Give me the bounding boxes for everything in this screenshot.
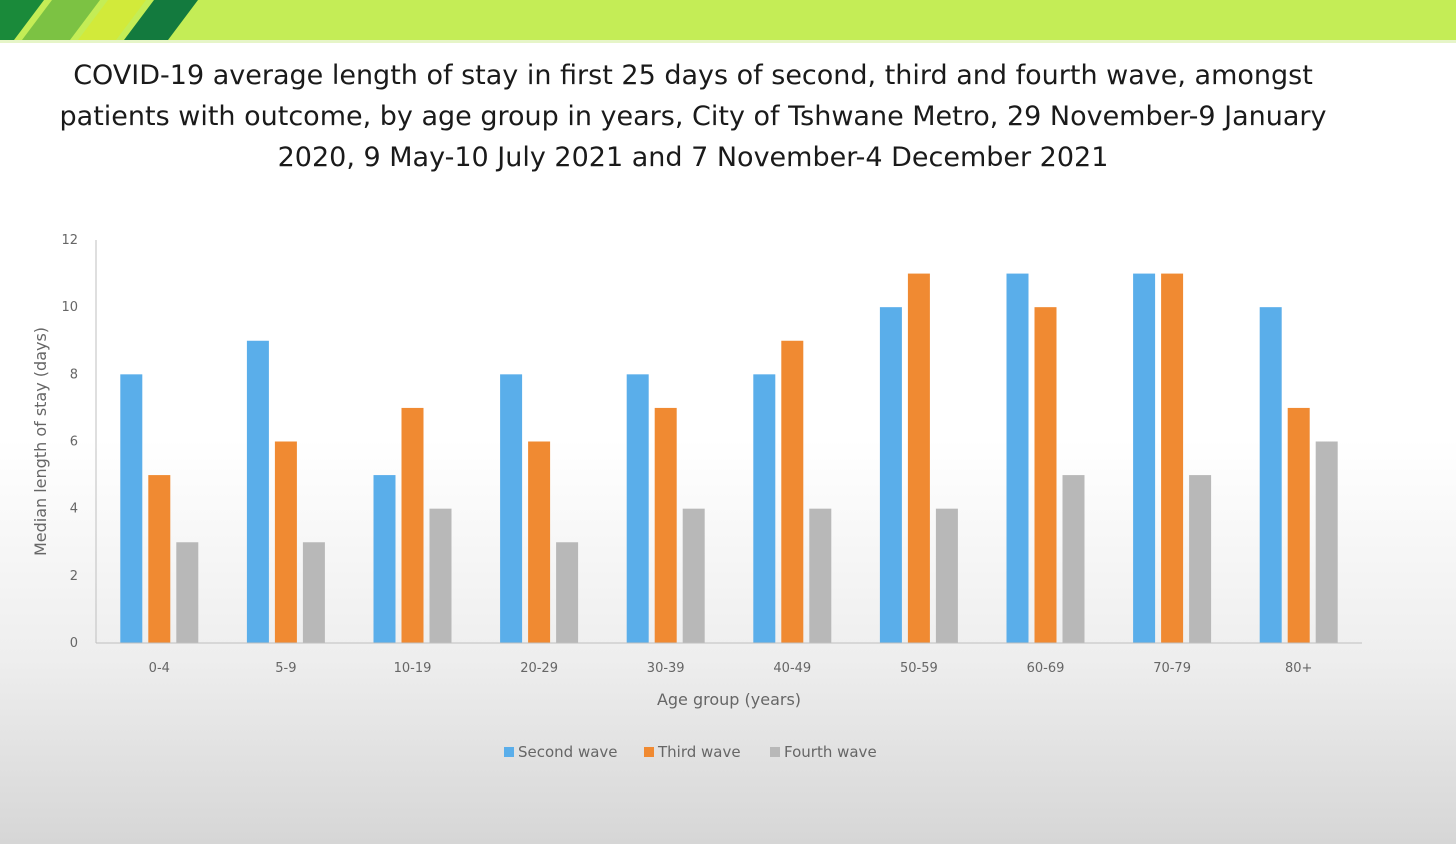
legend-label: Fourth wave (784, 743, 877, 761)
x-tick-label: 60-69 (1027, 661, 1065, 676)
y-tick-label: 2 (70, 569, 78, 584)
banner-slash-3 (78, 0, 146, 40)
header-banner (0, 0, 1456, 43)
bar-third-wave (148, 475, 171, 643)
x-axis-ticks: 0-4 5-9 10-19 20-29 30-39 40-49 50-59 60-69 70-7… (149, 661, 1313, 676)
banner-slash-1 (0, 0, 44, 40)
banner-underline (0, 40, 1456, 43)
bar-fourth-wave (1062, 475, 1085, 643)
y-tick-label: 0 (70, 636, 78, 651)
bar-second-wave (500, 374, 523, 643)
banner-slash-2 (22, 0, 100, 40)
bar-fourth-wave (1315, 441, 1338, 643)
bars-group (120, 273, 1338, 643)
bar-fourth-wave (556, 542, 579, 643)
y-tick-label: 12 (61, 233, 78, 248)
bar-second-wave (626, 374, 649, 643)
bar-third-wave (1161, 273, 1184, 643)
legend-label: Third wave (657, 743, 741, 761)
x-tick-label: 80+ (1285, 661, 1312, 676)
bar-fourth-wave (1189, 475, 1212, 643)
slide-title: COVID-19 average length of stay in first… (59, 60, 1327, 173)
x-tick-label: 30-39 (647, 661, 685, 676)
bar-second-wave (1006, 273, 1029, 643)
bar-second-wave (246, 340, 269, 643)
x-tick-label: 5-9 (275, 661, 296, 676)
bar-fourth-wave (302, 542, 325, 643)
bar-second-wave (879, 307, 902, 643)
bar-fourth-wave (935, 508, 958, 643)
x-axis-title: Age group (years) (657, 690, 801, 709)
bar-fourth-wave (809, 508, 832, 643)
x-tick-label: 50-59 (900, 661, 938, 676)
bar-second-wave (120, 374, 143, 643)
bar-third-wave (274, 441, 297, 643)
bar-fourth-wave (429, 508, 452, 643)
legend-swatch (644, 747, 654, 757)
x-tick-label: 20-29 (520, 661, 558, 676)
bar-third-wave (781, 340, 804, 643)
y-axis-ticks: 0 2 4 6 8 10 12 (61, 233, 78, 651)
bar-third-wave (401, 407, 424, 643)
y-tick-label: 8 (70, 367, 78, 382)
bar-fourth-wave (176, 542, 199, 643)
bar-third-wave (654, 407, 677, 643)
bar-third-wave (1034, 307, 1057, 643)
banner-stripe (0, 0, 1456, 40)
bar-second-wave (753, 374, 776, 643)
legend-label: Second wave (518, 743, 618, 761)
legend-swatch (770, 747, 780, 757)
y-axis-title: Median length of stay (days) (31, 327, 50, 556)
legend-swatch (504, 747, 514, 757)
x-tick-label: 40-49 (773, 661, 811, 676)
bar-second-wave (1133, 273, 1156, 643)
bar-second-wave (1259, 307, 1282, 643)
bar-third-wave (528, 441, 551, 643)
x-tick-label: 70-79 (1153, 661, 1191, 676)
y-tick-label: 4 (70, 502, 78, 517)
legend: Second wave Third wave Fourth wave (504, 743, 877, 761)
bar-third-wave (1287, 407, 1310, 643)
bar-chart: 0 2 4 6 8 10 12 0-4 5-9 10-19 20-29 30-39 40-49 50-5… (31, 233, 1362, 761)
y-tick-label: 6 (70, 435, 78, 450)
x-tick-label: 10-19 (394, 661, 432, 676)
bar-third-wave (907, 273, 930, 643)
bar-fourth-wave (682, 508, 705, 643)
banner-slash-4 (124, 0, 198, 40)
bar-second-wave (373, 475, 396, 643)
x-tick-label: 0-4 (149, 661, 170, 676)
y-tick-label: 10 (61, 300, 78, 315)
